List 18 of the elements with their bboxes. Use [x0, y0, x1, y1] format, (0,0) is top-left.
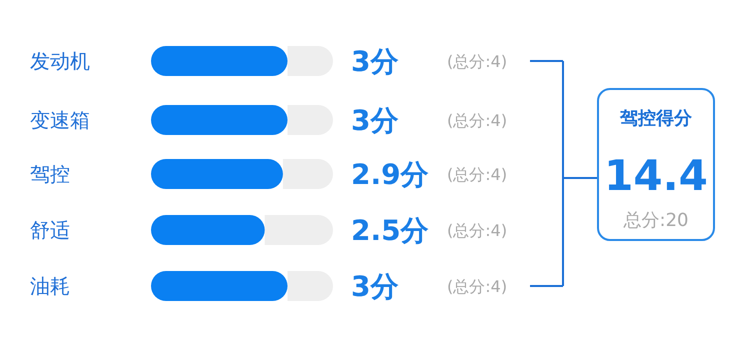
- data-label: 2.5分: [351, 214, 430, 247]
- text: 总分:20: [622, 210, 688, 231]
- text: (总分:4): [447, 52, 508, 71]
- data-label: 3分: [351, 270, 400, 303]
- data-label: 3分: [351, 45, 400, 78]
- y-tick-label: 舒适: [30, 218, 70, 242]
- text: (总分:4): [447, 221, 508, 240]
- text: (总分:4): [447, 277, 508, 296]
- y-tick-label: 变速箱: [30, 108, 90, 132]
- text: 驾控得分: [619, 108, 693, 129]
- y-tick-label: 驾控: [30, 162, 70, 186]
- y-tick-label: 发动机: [30, 49, 90, 73]
- text: (总分:4): [447, 165, 508, 184]
- text: 14.4: [604, 151, 708, 200]
- y-tick-label: 油耗: [30, 274, 70, 298]
- data-label: 3分: [351, 104, 400, 137]
- data-label: 2.9分: [351, 158, 430, 191]
- text: (总分:4): [447, 111, 508, 130]
